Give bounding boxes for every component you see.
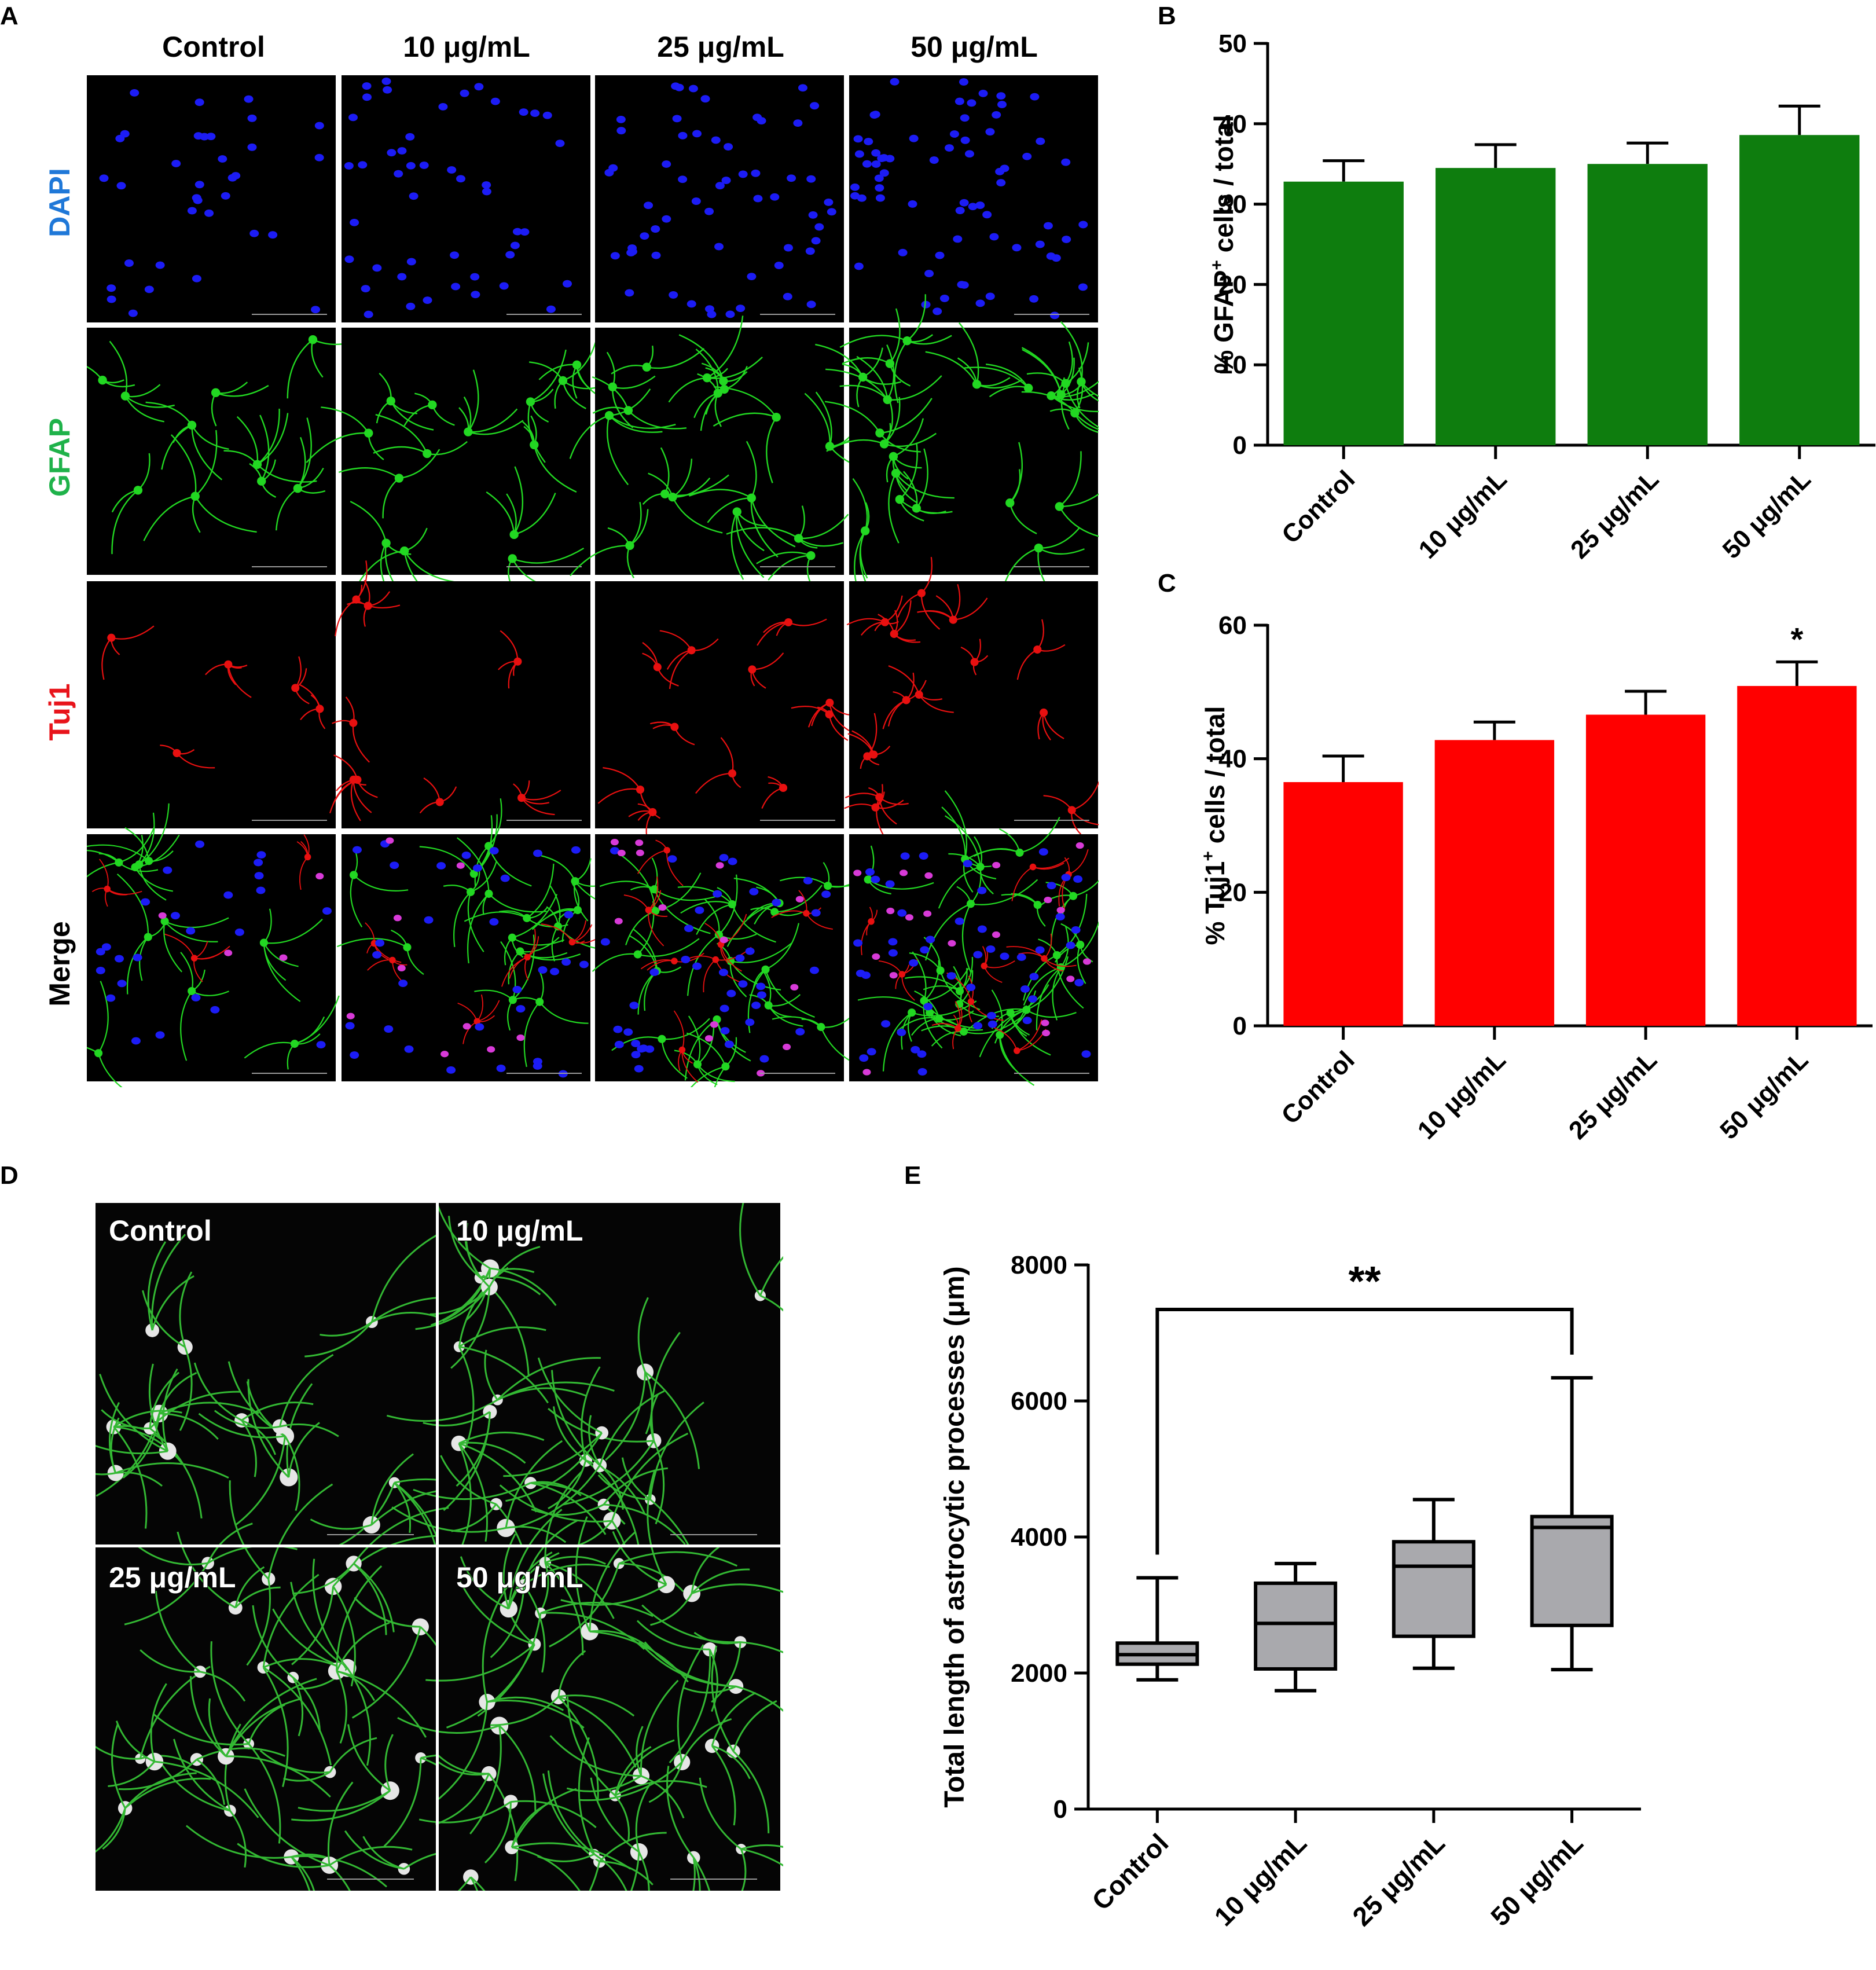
micrograph-merge-50: [849, 790, 1099, 1086]
chart-b-bar-25-g-ml: [1587, 164, 1708, 445]
tracing-25: [96, 1480, 533, 1891]
chart-b-bar-10-g-ml: [1436, 168, 1556, 445]
panel-label-b: B: [1158, 2, 1176, 30]
chart-b-y-tick-label: 40: [1218, 110, 1247, 138]
micrograph-tuj1-50: [844, 557, 1099, 835]
process-length-box-plot: 0 2000 4000 6000 8000 Control 10 μg/mL 25 μg/mL…: [939, 1251, 1641, 1932]
micrograph-dapi-control: [87, 75, 336, 322]
chart-c-x-tick-label: 10 μg/mL: [1412, 1045, 1511, 1144]
micrograph-gfap-25: [569, 316, 893, 585]
micrograph-merge-10: [336, 798, 641, 1081]
chart-e-box-25-g-ml: [1392, 1540, 1475, 1638]
chart-e-y-axis-label: Total length of astrocytic processes (μm…: [939, 1266, 970, 1807]
chart-b-y-tick-label: 50: [1218, 30, 1247, 58]
chart-c-x-tick-label: Control: [1276, 1045, 1360, 1129]
chart-c-x-tick-label: 25 μg/mL: [1563, 1045, 1662, 1144]
micrograph-grid: Control 10 μg/mL 25 μg/mL 50 μg/mL DAPI …: [43, 31, 1099, 1087]
micrograph-tuj1-control: [87, 581, 336, 828]
chart-c-significance-mark: *: [1790, 621, 1803, 657]
tracing-label-control: Control: [109, 1215, 212, 1247]
column-header-50: 50 μg/mL: [911, 31, 1038, 63]
tuj1-bar-chart: 0 20 40 60 Control 10 μg/mL 25 μg/mL 50 μg/mL *%…: [1199, 611, 1873, 1145]
row-label-tuj1: Tuj1: [43, 683, 76, 740]
micrograph-tuj1-25: [595, 581, 850, 842]
tracing-label-50: 50 μg/mL: [456, 1561, 583, 1594]
chart-c-bar-10-g-ml: [1434, 740, 1555, 1026]
tracing-label-25: 25 μg/mL: [109, 1561, 236, 1594]
chart-e-x-tick-label: 25 μg/mL: [1346, 1828, 1451, 1932]
micrograph-gfap-control: [87, 328, 374, 575]
micrograph-dapi-50: [849, 75, 1098, 322]
tracing-grid: Control 10 μg/mL 25 μg/mL 50 μg/mL: [96, 1203, 783, 1891]
gfap-bar-chart: 0 10 20 30 40 50 Control 10 μg/mL 25 μg/mL 50 μg/…: [1207, 30, 1875, 564]
chart-e-box-50-g-ml: [1530, 1514, 1614, 1627]
chart-b-y-tick-label: 20: [1218, 270, 1247, 299]
chart-e-x-tick-label: 50 μg/mL: [1485, 1828, 1589, 1932]
chart-b-y-axis-label: % GFAP+ cells / total: [1207, 115, 1239, 374]
chart-b-y-tick-label: 30: [1218, 190, 1247, 219]
chart-c-y-axis-label: % Tuj1+ cells / total: [1199, 706, 1230, 945]
chart-b-x-tick-label: 10 μg/mL: [1414, 465, 1512, 564]
chart-e-y-tick-label: 4000: [1011, 1523, 1067, 1551]
tracing-10: [386, 1203, 783, 1608]
row-label-dapi: DAPI: [43, 168, 76, 237]
chart-b-y-tick-label: 10: [1218, 351, 1247, 379]
micrograph-dapi-25: [595, 75, 844, 322]
chart-e-x-tick-label: 10 μg/mL: [1209, 1828, 1313, 1932]
panel-label-c: C: [1158, 569, 1176, 597]
chart-c-x-tick-label: 50 μg/mL: [1715, 1045, 1813, 1144]
chart-c-y-tick-label: 40: [1218, 745, 1247, 773]
chart-e-significance-bracket: [1155, 1308, 1574, 1555]
chart-b-bar-control: [1283, 181, 1404, 445]
micrograph-merge-control: [87, 803, 340, 1087]
micrograph-tuj1-10: [329, 560, 590, 828]
column-header-control: Control: [162, 31, 265, 63]
tracing-control: [96, 1203, 503, 1575]
chart-c-bar-50-g-ml: [1737, 685, 1857, 1026]
chart-e-box-10-g-ml: [1254, 1581, 1338, 1671]
chart-e-y-tick-label: 0: [1053, 1795, 1067, 1824]
chart-e-significance-label: **: [1348, 1259, 1381, 1305]
chart-b-x-tick-label: 25 μg/mL: [1565, 465, 1664, 564]
chart-c-y-tick-label: 20: [1218, 878, 1247, 907]
column-header-10: 10 μg/mL: [403, 31, 530, 63]
chart-b-x-tick-label: 50 μg/mL: [1717, 465, 1816, 564]
micrograph-merge-25: [592, 834, 896, 1087]
tracing-label-10: 10 μg/mL: [456, 1215, 583, 1247]
chart-e-y-tick-label: 2000: [1011, 1659, 1067, 1687]
panel-label-d: D: [0, 1161, 19, 1190]
chart-e-x-tick-label: Control: [1086, 1828, 1174, 1916]
chart-c-bar-25-g-ml: [1585, 714, 1706, 1026]
row-label-merge: Merge: [43, 921, 76, 1006]
micrograph-dapi-10: [342, 75, 590, 322]
chart-c-y-tick-label: 60: [1218, 611, 1247, 640]
micrograph-gfap-50: [815, 294, 1099, 603]
column-header-25: 25 μg/mL: [657, 31, 784, 63]
chart-e-y-tick-label: 6000: [1011, 1387, 1067, 1415]
panel-label-e: E: [904, 1161, 921, 1190]
panel-label-a: A: [0, 2, 19, 30]
chart-b-bar-50-g-ml: [1739, 135, 1860, 445]
chart-b-y-tick-label: 0: [1233, 431, 1247, 460]
chart-c-y-tick-label: 0: [1233, 1012, 1247, 1040]
micrograph-gfap-10: [306, 328, 601, 608]
chart-c-bar-control: [1283, 782, 1403, 1026]
chart-b-x-tick-label: Control: [1276, 465, 1360, 549]
chart-e-y-tick-label: 8000: [1011, 1251, 1067, 1279]
tracing-50: [397, 1469, 783, 1891]
row-label-gfap: GFAP: [43, 418, 76, 497]
